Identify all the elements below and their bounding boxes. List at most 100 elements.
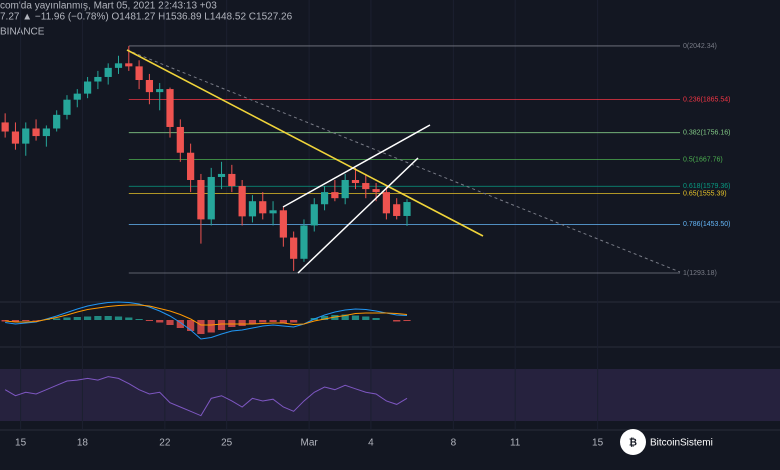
candle-body <box>53 114 61 129</box>
macd-bar <box>259 320 267 323</box>
candle-body <box>341 180 349 199</box>
fib-label: 0.65(1555.39) <box>683 190 727 197</box>
macd-bar <box>279 320 287 323</box>
candle-body <box>248 201 257 217</box>
candle-body <box>166 89 174 127</box>
macd-bar <box>94 316 102 320</box>
candle-body <box>382 192 390 214</box>
x-tick-label: 18 <box>77 438 89 449</box>
signal-line <box>5 304 408 326</box>
candle-body <box>372 189 380 193</box>
candle-body <box>238 186 246 217</box>
macd-bar <box>53 318 61 320</box>
exchange: BINANCE <box>0 27 45 38</box>
candle-body <box>351 180 360 184</box>
x-tick-label: 8 <box>451 438 457 449</box>
candle-body <box>11 131 20 144</box>
macd-bar <box>248 320 257 324</box>
channel-line <box>297 157 419 274</box>
macd-bar <box>351 315 360 320</box>
macd-bar <box>320 316 329 320</box>
macd-bar <box>217 320 226 330</box>
candle-body <box>259 201 267 214</box>
macd-bar <box>63 317 71 320</box>
macd-bar <box>156 320 164 323</box>
macd-bar <box>135 319 143 320</box>
macd-bar <box>104 316 112 320</box>
macd-bar <box>207 320 215 333</box>
fib-label: 0.786(1453.50) <box>683 221 730 228</box>
candle-body <box>393 204 401 216</box>
macd-bar <box>197 320 205 334</box>
watermark: ₿ BitcoinSistemi <box>620 429 713 455</box>
publisher: com'da yayınlanmış, Mart 05, 2021 22:43:… <box>0 1 217 12</box>
x-tick-label: 22 <box>159 438 171 449</box>
candle-body <box>156 89 164 93</box>
macd-bar <box>187 320 195 331</box>
candle-body <box>362 183 370 190</box>
macd-bar <box>11 320 20 322</box>
candle-body <box>197 180 205 220</box>
candle-body <box>1 122 9 132</box>
candle-body <box>228 173 236 187</box>
candle-body <box>22 128 30 144</box>
macd-bar <box>393 320 401 322</box>
x-tick-label: 25 <box>221 438 233 449</box>
candle-body <box>310 204 318 226</box>
candle-body <box>63 99 71 115</box>
plot: 15 18 22 25 Mar 4 8 11 15 0(2042.34) 0.236(1865.54… <box>1 0 730 449</box>
candle-body <box>145 80 154 93</box>
macd-bar <box>145 320 154 321</box>
trendline <box>126 49 484 237</box>
candle-body <box>290 237 298 259</box>
macd-bar <box>341 314 349 320</box>
logo-icon: ₿ <box>629 437 637 449</box>
macd-bar <box>372 318 380 320</box>
macd-bar <box>166 320 174 325</box>
x-tick-label: 15 <box>592 438 604 449</box>
candle-body <box>94 76 102 82</box>
quote: 7.27 ▲ −11.96 (−0.78%) O1481.27 H1536.89… <box>0 12 293 23</box>
logo-text: BitcoinSistemi <box>650 438 713 449</box>
candle-body <box>207 176 215 220</box>
x-tick-label: 15 <box>15 438 27 449</box>
x-tick-label: Mar <box>300 438 318 449</box>
macd-bar <box>32 320 40 321</box>
fib-label: 0.236(1865.54) <box>683 96 730 103</box>
macd-bar <box>73 317 81 320</box>
candle-body <box>300 225 308 259</box>
candle-body <box>73 93 81 100</box>
fib-label: 0(2042.34) <box>683 43 717 50</box>
candle-body <box>42 128 50 137</box>
candle-body <box>83 81 92 94</box>
macd-bar <box>22 320 30 321</box>
rsi-line <box>4 376 408 417</box>
candle-body <box>104 67 112 77</box>
candle-body <box>331 192 339 199</box>
candle-body <box>176 126 184 153</box>
candle-body <box>403 202 411 216</box>
x-tick-label: 4 <box>368 438 374 449</box>
fib-label: 0.5(1667.76) <box>683 156 723 163</box>
logo-circle <box>620 429 646 455</box>
candle-body <box>32 128 40 137</box>
macd-bar <box>125 317 133 320</box>
macd-bar <box>83 316 92 320</box>
candle-body <box>125 63 133 67</box>
x-tick-label: 11 <box>510 438 521 449</box>
macd-bar <box>269 320 277 322</box>
macd-bar <box>290 320 298 323</box>
candle-body <box>279 210 287 238</box>
macd-bar <box>403 320 411 321</box>
macd-bar <box>1 320 9 322</box>
channel-line <box>282 124 431 208</box>
candle-body <box>114 63 123 68</box>
macd-bar <box>176 320 184 328</box>
fib-label: 1(1293.18) <box>683 270 717 277</box>
candle-body <box>217 173 226 177</box>
macd-bar <box>238 320 246 326</box>
candle-body <box>187 152 195 180</box>
fib-label: 0.618(1579.36) <box>683 183 730 190</box>
